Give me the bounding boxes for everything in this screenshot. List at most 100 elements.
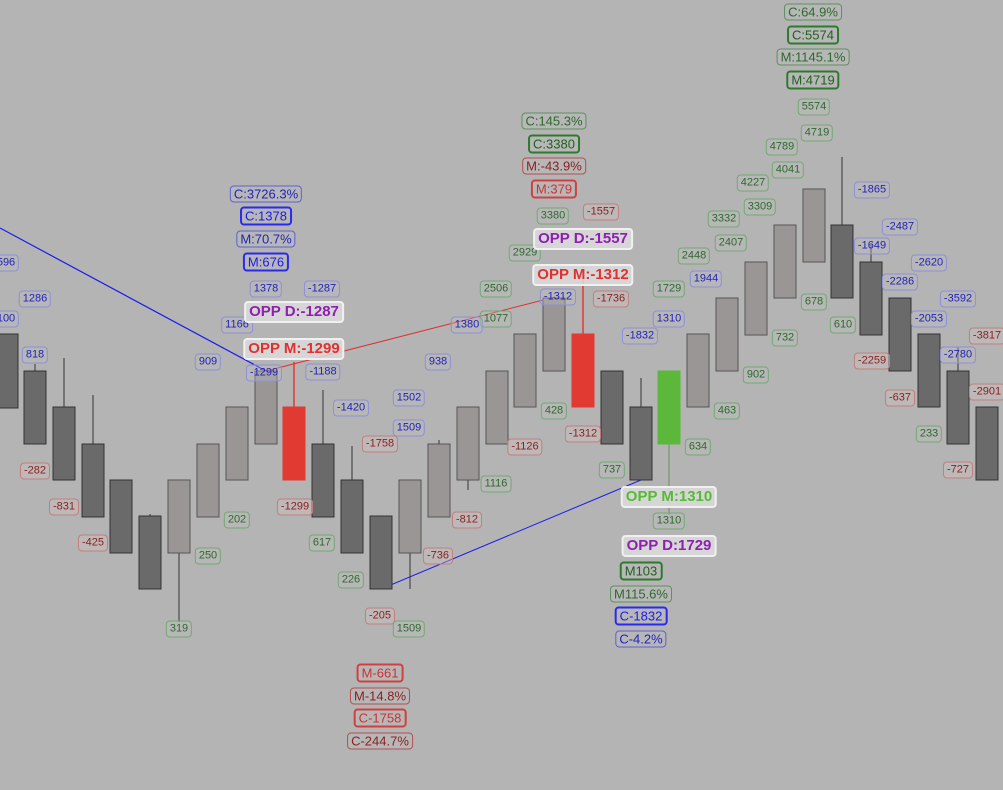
candle-body xyxy=(542,297,566,372)
candle-body xyxy=(946,370,970,445)
data-label: 737 xyxy=(598,461,626,479)
candle-body xyxy=(744,261,768,336)
data-label: 1310 xyxy=(652,512,686,530)
data-label: 463 xyxy=(713,402,741,420)
data-label: 909 xyxy=(194,353,222,371)
candle-body xyxy=(398,479,422,554)
opp-label: OPP M:1310 xyxy=(620,486,718,508)
data-label: 732 xyxy=(771,329,799,347)
data-label: 2929 xyxy=(508,244,542,262)
data-label: -2620 xyxy=(910,254,948,272)
data-label: 617 xyxy=(308,534,336,552)
data-label: -425 xyxy=(77,534,109,552)
data-label: 1378 xyxy=(249,280,283,298)
opp-label: OPP D:1729 xyxy=(621,535,717,557)
data-label: 2407 xyxy=(714,234,748,252)
data-label: C-244.7% xyxy=(347,732,413,750)
data-label: 678 xyxy=(800,293,828,311)
data-label: -1649 xyxy=(853,237,891,255)
data-label: 1286 xyxy=(18,290,52,308)
data-label: -282 xyxy=(19,462,51,480)
data-label: 233 xyxy=(915,425,943,443)
data-label: 2448 xyxy=(677,247,711,265)
data-label: C:145.3% xyxy=(521,112,587,130)
candle-body xyxy=(917,333,941,408)
data-label: -2053 xyxy=(910,310,948,328)
data-label: -2286 xyxy=(881,273,919,291)
data-label: -3592 xyxy=(939,290,977,308)
data-label: 596 xyxy=(0,254,20,272)
data-label: -2901 xyxy=(968,383,1003,401)
candle-body xyxy=(138,515,162,590)
data-label: M:4719 xyxy=(786,70,840,90)
data-label: -1299 xyxy=(276,498,314,516)
data-label: 3332 xyxy=(707,210,741,228)
data-label: M:676 xyxy=(242,252,290,272)
candle-body xyxy=(196,443,220,518)
candle-body xyxy=(888,297,912,372)
data-label: -3817 xyxy=(968,327,1003,345)
data-label: 100 xyxy=(0,310,20,328)
data-label: -1188 xyxy=(305,363,341,381)
candle-body xyxy=(225,406,249,481)
candle-body xyxy=(167,479,191,554)
data-label: C:1378 xyxy=(240,206,292,226)
data-label: M-14.8% xyxy=(349,687,411,705)
candle-body xyxy=(686,333,710,408)
candle-body xyxy=(427,443,451,518)
opp-label: OPP M:-1312 xyxy=(532,264,634,286)
opp-label: OPP D:-1287 xyxy=(244,301,344,323)
candle-body xyxy=(859,261,883,336)
data-label: -1287 xyxy=(303,280,341,298)
data-label: -1758 xyxy=(361,435,399,453)
data-label: 250 xyxy=(194,547,222,565)
data-label: M103 xyxy=(619,561,663,581)
data-label: 5574 xyxy=(797,98,831,116)
candle-body xyxy=(571,333,595,408)
data-label: 4719 xyxy=(800,124,834,142)
candle-body xyxy=(81,443,105,518)
data-label: -1126 xyxy=(507,438,543,456)
candle-body xyxy=(975,406,999,481)
data-label: -1832 xyxy=(621,327,659,345)
data-label: C:5574 xyxy=(787,25,839,45)
data-label: 902 xyxy=(742,366,770,384)
candle-body xyxy=(715,297,739,372)
data-label: -1312 xyxy=(539,288,577,306)
data-label: 4041 xyxy=(771,161,805,179)
candle-body xyxy=(629,406,653,481)
trend-line-blue xyxy=(380,479,642,590)
candle-body xyxy=(456,406,480,481)
data-label: -1312 xyxy=(564,425,602,443)
data-label: C-1758 xyxy=(353,708,407,728)
candle-body xyxy=(830,224,854,299)
data-label: -2487 xyxy=(881,218,919,236)
candle-body xyxy=(802,188,826,263)
data-label: -1865 xyxy=(853,181,891,199)
opp-label: OPP D:-1557 xyxy=(533,228,633,250)
candle-body xyxy=(340,479,364,554)
data-label: 202 xyxy=(223,511,251,529)
data-label: C:64.9% xyxy=(784,3,842,21)
data-label: M:379 xyxy=(530,179,578,199)
data-label: 428 xyxy=(540,402,568,420)
data-label: 4789 xyxy=(765,138,799,156)
candle-body xyxy=(109,479,133,554)
data-label: -1299 xyxy=(245,364,283,382)
data-label: 1380 xyxy=(450,316,484,334)
data-label: 1116 xyxy=(480,475,512,493)
data-label: 319 xyxy=(165,620,193,638)
candle-body xyxy=(657,370,681,445)
data-label: 1502 xyxy=(392,389,426,407)
data-label: M:70.7% xyxy=(236,230,296,248)
data-label: 1729 xyxy=(652,280,686,298)
data-label: 1310 xyxy=(652,310,686,328)
data-label: 2506 xyxy=(479,280,513,298)
data-label: 226 xyxy=(337,571,365,589)
candle-body xyxy=(23,370,47,445)
candle-body xyxy=(600,370,624,445)
data-label: M-661 xyxy=(356,663,404,683)
data-label: 1944 xyxy=(689,270,723,288)
